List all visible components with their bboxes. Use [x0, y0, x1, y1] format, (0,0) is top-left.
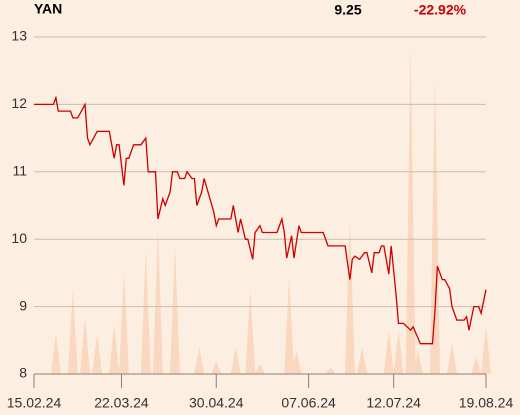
volume-spike — [140, 249, 151, 374]
volume-spike — [118, 272, 129, 374]
volume-spike — [429, 77, 440, 374]
x-tick-label: 07.06.24 — [281, 395, 336, 411]
volume-spike — [412, 350, 423, 374]
price: 9.25 — [334, 2, 361, 18]
x-tick-label: 12.07.24 — [366, 395, 421, 411]
x-tick-label: 22.03.24 — [94, 395, 149, 411]
volume-spike — [109, 323, 120, 374]
volume-spike — [80, 316, 91, 374]
volume-spike — [152, 229, 163, 374]
volume-spike — [405, 47, 416, 375]
volume-spike — [393, 330, 404, 374]
x-tick-label: 19.08.24 — [459, 395, 514, 411]
volume-spike — [169, 245, 180, 374]
volume-spike — [255, 363, 265, 374]
symbol: YAN — [34, 1, 62, 17]
volume-spike — [344, 218, 355, 374]
volume-spike — [357, 347, 368, 374]
volume-spike — [383, 330, 394, 374]
volume-spike — [446, 343, 457, 374]
y-tick-label: 11 — [12, 163, 27, 179]
y-tick-label: 8 — [19, 365, 27, 381]
y-tick-label: 13 — [11, 28, 27, 44]
x-tick-label: 15.02.24 — [7, 395, 62, 411]
change: -22.92% — [414, 2, 467, 18]
volume-spike — [67, 289, 78, 374]
y-tick-label: 10 — [11, 230, 27, 246]
volume-spike — [230, 347, 241, 374]
volume-spike — [291, 350, 302, 374]
volume-spike — [194, 347, 205, 374]
volume-spike — [211, 360, 222, 374]
volume-spike — [284, 276, 295, 374]
price-line — [34, 95, 487, 345]
volume-spike — [325, 367, 336, 374]
volume-spike — [50, 333, 61, 374]
y-tick-label: 12 — [11, 95, 27, 111]
x-tick-label: 30.04.24 — [189, 395, 244, 411]
volume-spike — [92, 333, 103, 374]
volume-spike — [481, 326, 491, 374]
volume-spike — [471, 357, 482, 374]
volume-spike — [245, 289, 256, 374]
y-tick-label: 9 — [19, 297, 27, 313]
